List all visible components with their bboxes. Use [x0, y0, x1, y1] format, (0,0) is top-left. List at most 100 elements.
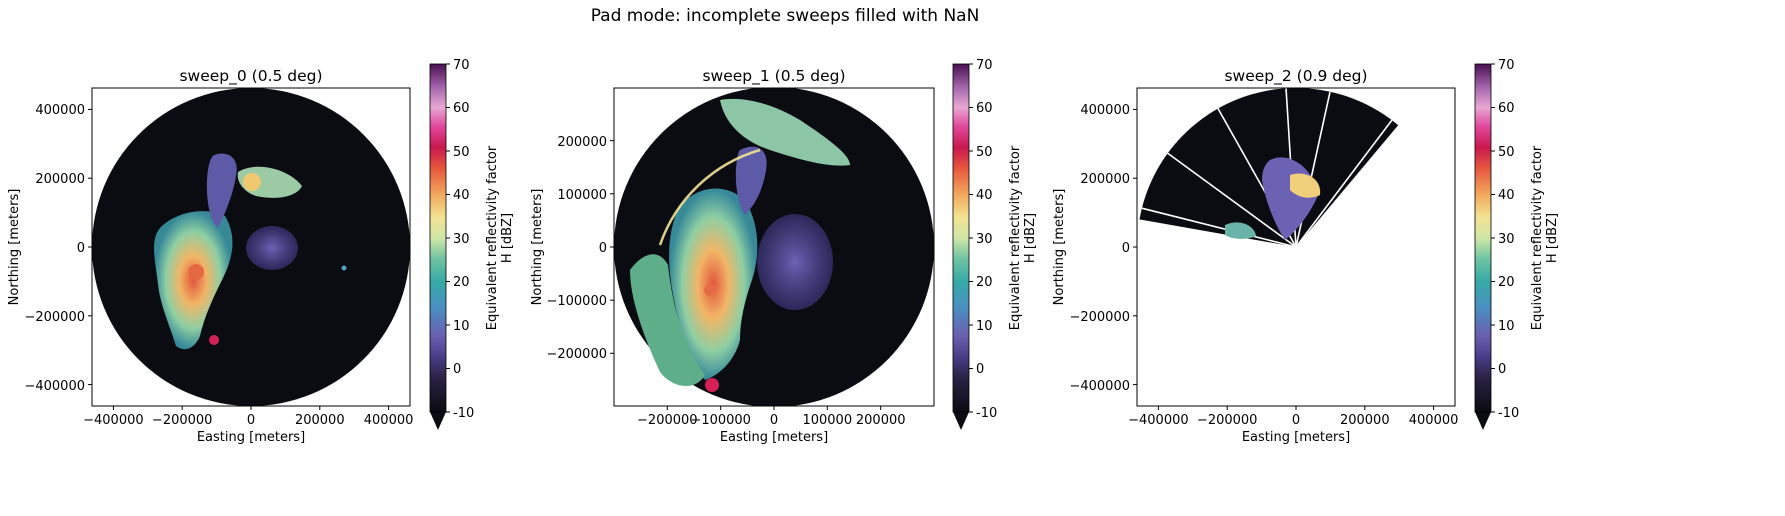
y-axis-label: Northing [meters] [1052, 189, 1067, 306]
echo-region [246, 226, 298, 270]
x-tick-label: −400000 [83, 413, 144, 428]
colorbar-label: Equivalent reflectivity factor [1530, 145, 1545, 330]
echo-core [705, 378, 719, 392]
echo-region [206, 153, 237, 228]
echo-region [154, 211, 233, 350]
colorbar-label: H [dBZ] [1545, 213, 1560, 263]
colorbar-tick-label: 10 [453, 319, 470, 334]
panel-sweep-1: sweep_1 (0.5 deg) −200000 −100000 0 1000… [530, 58, 1038, 445]
y-tick-label: 400000 [1080, 103, 1130, 118]
panel-title: sweep_2 (0.9 deg) [1224, 67, 1367, 86]
colorbar-scale [1475, 64, 1491, 412]
colorbar-tick-label: 10 [1498, 319, 1515, 334]
x-tick-label: −200000 [637, 413, 698, 428]
colorbar-scale [430, 64, 446, 412]
echo-core [188, 264, 204, 280]
y-tick-label: −400000 [1069, 379, 1130, 394]
x-tick-label: −100000 [690, 413, 751, 428]
y-tick-label: 0 [599, 241, 607, 256]
colorbar-tick-label: 30 [976, 232, 993, 247]
y-axis-label: Northing [meters] [7, 189, 22, 306]
x-axis: −200000 −100000 0 100000 200000 [637, 406, 906, 428]
colorbar-label: Equivalent reflectivity factor [1008, 145, 1023, 330]
colorbar-tick-label: 40 [976, 188, 993, 203]
echo-region [630, 254, 705, 387]
x-tick-label: 0 [247, 413, 255, 428]
colorbar-tick-label: 60 [453, 101, 470, 116]
colorbar-tick-label: 20 [1498, 275, 1515, 290]
echo-core [209, 335, 219, 345]
figure-title: Pad mode: incomplete sweeps filled with … [591, 6, 980, 26]
radar-image [92, 88, 410, 406]
colorbar-tick-label: 40 [453, 188, 470, 203]
y-tick-label: −200000 [546, 347, 607, 362]
x-axis-label: Easting [meters] [1242, 430, 1350, 445]
x-axis: −400000 −200000 0 200000 400000 [83, 406, 413, 428]
colorbar-extend-arrow [953, 412, 969, 430]
y-tick-label: 100000 [557, 188, 607, 203]
colorbar-tick-label: -10 [1498, 406, 1519, 421]
echo-region [757, 214, 833, 310]
colorbar-tick-label: 60 [976, 101, 993, 116]
colorbar-tick-label: 50 [453, 145, 470, 160]
colorbar-tick-label: 20 [453, 275, 470, 290]
y-tick-label: −200000 [24, 310, 85, 325]
echo-region [735, 146, 767, 215]
x-tick-label: −200000 [152, 413, 213, 428]
colorbar-tick-label: 50 [976, 145, 993, 160]
x-tick-label: −400000 [1128, 413, 1189, 428]
colorbar-tick-label: 40 [1498, 188, 1515, 203]
x-tick-label: 200000 [295, 413, 345, 428]
x-axis-label: Easting [meters] [720, 430, 828, 445]
colorbar-tick-label: 60 [1498, 101, 1515, 116]
range-arc [658, 148, 761, 246]
colorbar-tick-label: -10 [976, 406, 997, 421]
colorbar-tick-label: 70 [976, 58, 993, 73]
panel-title: sweep_1 (0.5 deg) [702, 67, 845, 86]
y-axis: 200000 100000 0 −100000 −200000 [546, 135, 614, 362]
x-axis-label: Easting [meters] [197, 430, 305, 445]
echo-speck [341, 265, 347, 271]
colorbar-tick-label: 50 [1498, 145, 1515, 160]
echo-core [1290, 173, 1321, 198]
echo-region [720, 98, 850, 166]
colorbar: 70 60 50 40 30 20 10 0 -10 Equivalent re… [952, 58, 1038, 430]
colorbar-tick-label: 0 [453, 362, 461, 377]
y-tick-label: 200000 [557, 135, 607, 150]
echo-region [669, 188, 758, 380]
x-tick-label: 100000 [802, 413, 852, 428]
colorbar-tick-label: 70 [1498, 58, 1515, 73]
y-axis-label: Northing [meters] [530, 189, 545, 306]
colorbar-label: Equivalent reflectivity factor [485, 145, 500, 330]
colorbar-tick-label: 0 [976, 362, 984, 377]
radar-image [614, 88, 934, 406]
panel-title: sweep_0 (0.5 deg) [179, 67, 322, 86]
colorbar-label: H [dBZ] [500, 213, 515, 263]
colorbar-label: H [dBZ] [1023, 213, 1038, 263]
colorbar-extend-arrow [1475, 412, 1491, 430]
colorbar: 70 60 50 40 30 20 10 0 -10 Equivalent re… [429, 58, 515, 430]
echo-core [243, 173, 261, 191]
colorbar-tick-label: 30 [453, 232, 470, 247]
panel-sweep-2: sweep_2 (0.9 deg) −400000 −200000 [1052, 58, 1560, 445]
y-tick-label: 0 [1122, 241, 1130, 256]
x-tick-label: 200000 [856, 413, 906, 428]
y-tick-label: 200000 [1080, 172, 1130, 187]
x-tick-label: 0 [770, 413, 778, 428]
echo-core [704, 284, 716, 296]
x-tick-label: −200000 [1197, 413, 1258, 428]
colorbar: 70 60 50 40 30 20 10 0 -10 Equivalent re… [1474, 58, 1560, 430]
x-tick-label: 400000 [364, 413, 414, 428]
colorbar-tick-label: 0 [1498, 362, 1506, 377]
y-tick-label: 400000 [35, 103, 85, 118]
y-tick-label: −200000 [1069, 310, 1130, 325]
colorbar-scale [953, 64, 969, 412]
x-tick-label: 400000 [1409, 413, 1459, 428]
colorbar-tick-label: 70 [453, 58, 470, 73]
y-tick-label: −100000 [546, 294, 607, 309]
y-tick-label: −400000 [24, 379, 85, 394]
colorbar-tick-label: 30 [1498, 232, 1515, 247]
colorbar-tick-label: 20 [976, 275, 993, 290]
y-axis: 400000 200000 0 −200000 −400000 [24, 103, 92, 394]
